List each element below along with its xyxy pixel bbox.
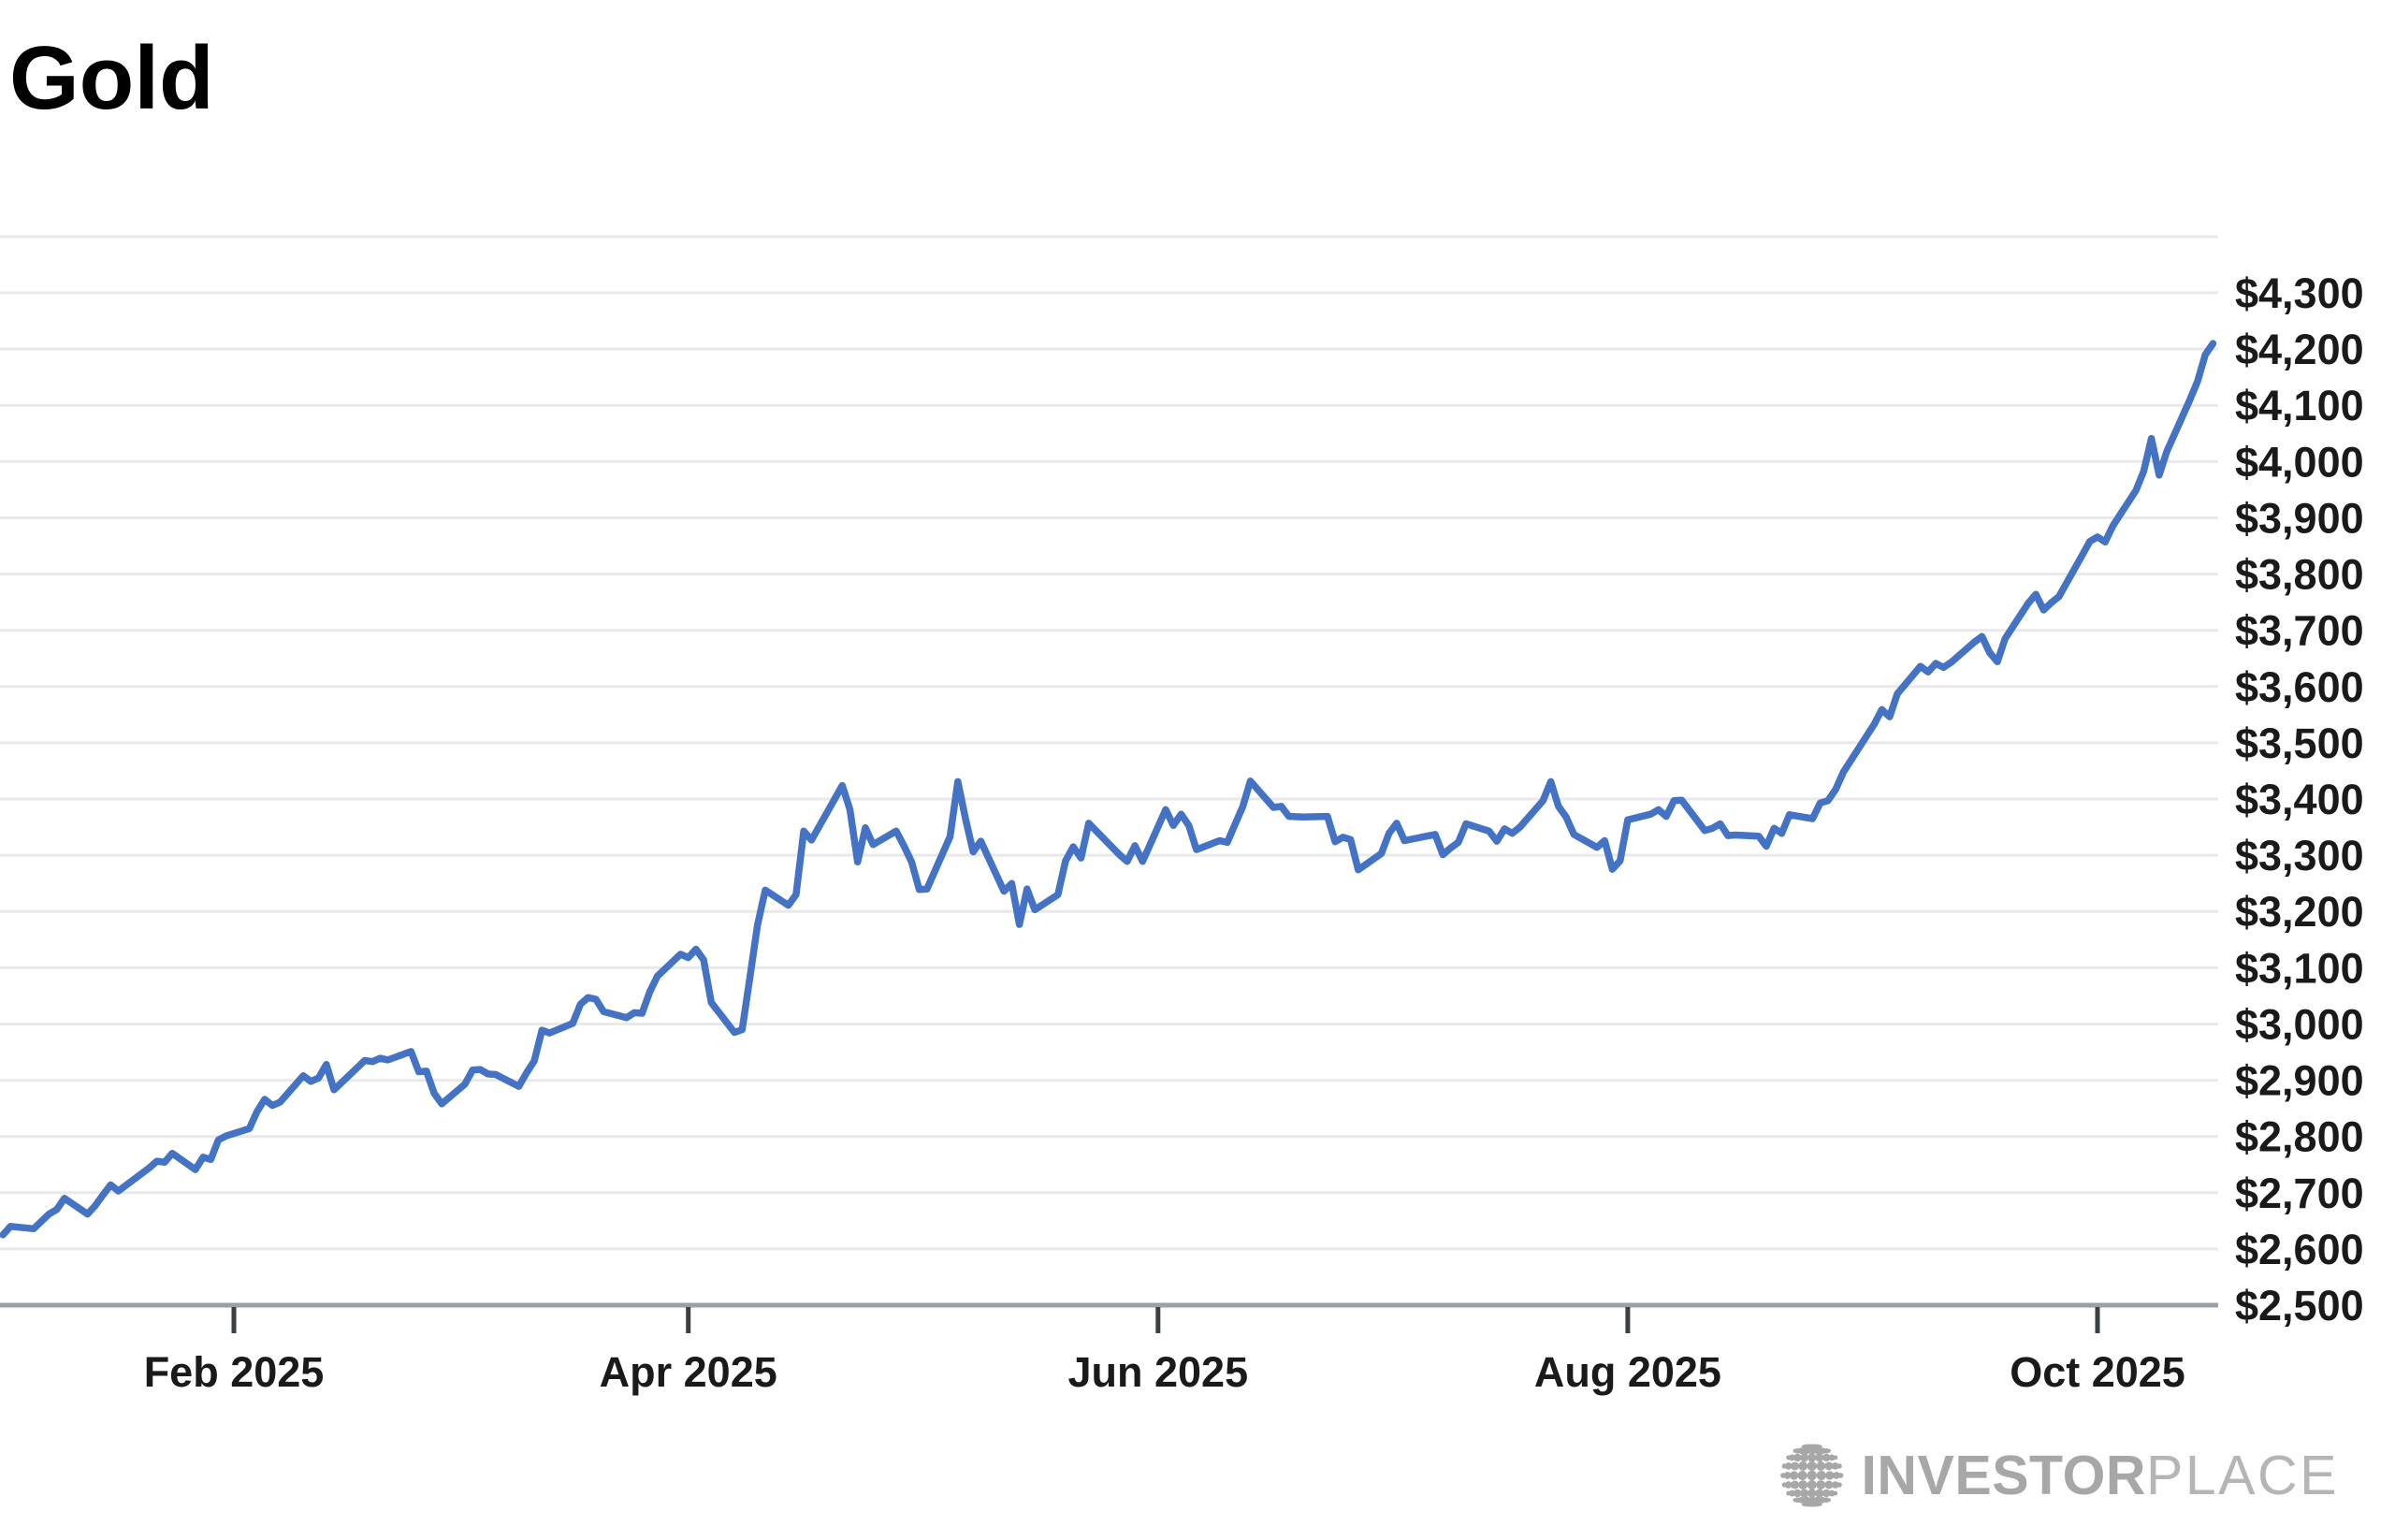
globe-dot: [1802, 1496, 1810, 1504]
globe-dot: [1807, 1489, 1817, 1498]
globe-dot: [1822, 1453, 1831, 1462]
x-tick-label: Aug 2025: [1534, 1348, 1721, 1396]
y-tick-label: $4,200: [2235, 326, 2364, 373]
y-tick-label: $3,000: [2235, 1001, 2364, 1049]
x-tick-label: Feb 2025: [144, 1348, 325, 1396]
y-tick-label: $3,100: [2235, 944, 2364, 992]
y-tick-label: $4,100: [2235, 382, 2364, 429]
globe-dot: [1784, 1462, 1793, 1470]
globe-dot: [1807, 1496, 1816, 1504]
globe-dot: [1837, 1473, 1844, 1478]
globe-dot: [1807, 1446, 1816, 1455]
globe-dot: [1815, 1489, 1824, 1498]
globe-dot: [1815, 1453, 1824, 1462]
y-tick-label: $3,800: [2235, 551, 2364, 599]
globe-dot: [1828, 1454, 1836, 1461]
globe-dot: [1798, 1480, 1808, 1489]
y-tick-label: $2,600: [2235, 1226, 2364, 1273]
globe-dot: [1833, 1455, 1838, 1460]
x-tick-label: Oct 2025: [2010, 1348, 2185, 1396]
y-tick-label: $3,300: [2235, 832, 2364, 879]
globe-dot: [1833, 1490, 1838, 1496]
globe-dot: [1828, 1489, 1836, 1497]
globe-dot: [1797, 1470, 1807, 1481]
globe-dot: [1816, 1470, 1826, 1481]
globe-dot: [1807, 1460, 1817, 1472]
brand-text-place: PLACE: [2146, 1444, 2339, 1506]
globe-dot: [1833, 1472, 1840, 1479]
y-tick-label: $2,700: [2235, 1170, 2364, 1217]
globe-dot: [1807, 1453, 1817, 1462]
globe-dot: [1819, 1496, 1826, 1504]
globe-dot: [1816, 1480, 1826, 1489]
globe-dot: [1816, 1461, 1826, 1471]
y-tick-label: $2,500: [2235, 1282, 2364, 1329]
y-tick-label: $3,600: [2235, 663, 2364, 711]
y-tick-label: $3,700: [2235, 607, 2364, 655]
investorplace-wordmark: INVESTORPLACE: [1861, 1444, 2339, 1506]
x-tick-label: Jun 2025: [1067, 1348, 1248, 1396]
investorplace-watermark: INVESTORPLACE: [1778, 1424, 2339, 1527]
globe-dot: [1824, 1480, 1834, 1489]
globe-dot: [1793, 1489, 1802, 1498]
globe-dot: [1819, 1503, 1822, 1506]
price-line-series: [0, 340, 2217, 1239]
y-tick-label: $4,000: [2235, 438, 2364, 486]
globe-dot: [1783, 1472, 1792, 1479]
x-tick-label: Apr 2025: [600, 1348, 777, 1396]
y-tick-label: $2,900: [2235, 1057, 2364, 1105]
globe-dot: [1790, 1471, 1799, 1480]
globe-dot: [1831, 1481, 1839, 1489]
globe-dot: [1800, 1489, 1809, 1498]
dotted-globe-icon: [1780, 1444, 1844, 1507]
globe-dot: [1819, 1447, 1826, 1455]
globe-dot: [1813, 1446, 1822, 1455]
globe-dot: [1791, 1461, 1800, 1471]
globe-dot: [1836, 1482, 1842, 1488]
y-tick-label: $3,900: [2235, 495, 2364, 543]
globe-dot: [1798, 1496, 1805, 1504]
globe-dot: [1798, 1461, 1808, 1471]
globe-dot: [1836, 1463, 1842, 1469]
globe-dot: [1831, 1462, 1839, 1470]
globe-dot: [1825, 1471, 1835, 1480]
globe-dot: [1826, 1448, 1831, 1453]
brand-text-investor: INVESTOR: [1861, 1444, 2147, 1506]
globe-dot: [1819, 1445, 1822, 1448]
y-tick-label: $3,200: [2235, 888, 2364, 936]
globe-dot: [1800, 1453, 1809, 1462]
globe-dot: [1791, 1480, 1800, 1489]
globe-dot: [1807, 1479, 1817, 1490]
globe-dot: [1802, 1446, 1810, 1455]
chart-title: Gold: [9, 28, 214, 128]
globe-dot: [1813, 1496, 1822, 1504]
globe-dot: [1824, 1461, 1834, 1471]
globe-dot: [1789, 1489, 1795, 1497]
globe-dot: [1798, 1447, 1805, 1455]
y-tick-label: $3,400: [2235, 776, 2364, 823]
globe-dot: [1822, 1489, 1831, 1498]
globe-dot: [1789, 1454, 1795, 1461]
globe-dot: [1807, 1470, 1817, 1481]
y-tick-label: $3,500: [2235, 719, 2364, 767]
globe-dot: [1793, 1453, 1802, 1462]
globe-dot: [1826, 1498, 1831, 1503]
y-tick-label: $2,800: [2235, 1113, 2364, 1161]
y-tick-label: $4,300: [2235, 269, 2364, 317]
globe-dot: [1784, 1481, 1793, 1489]
